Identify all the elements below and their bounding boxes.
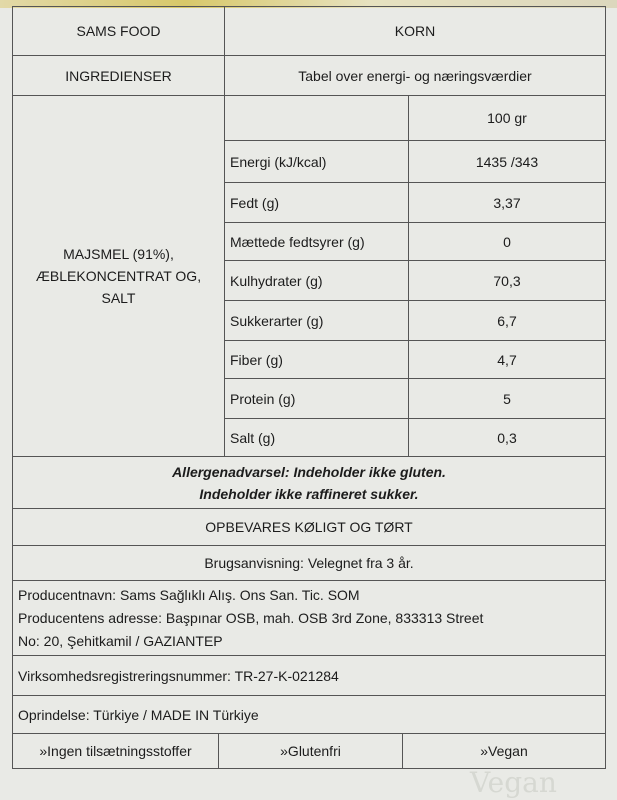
claim-vegan: »Vegan (402, 733, 606, 769)
nutrient-label: Kulhydrater (g) (224, 260, 409, 301)
nutrition-header-empty (224, 95, 409, 141)
nutrient-label: Energi (kJ/kcal) (224, 140, 409, 183)
claim-no-additives: »Ingen tilsætningsstoffer (12, 733, 219, 769)
claim-gluten-free: »Glutenfri (218, 733, 403, 769)
nutrient-label: Salt (g) (224, 418, 409, 457)
producer-info: Producentnavn: Sams Sağlıklı Alış. Ons S… (12, 580, 606, 656)
package-edge (0, 0, 617, 8)
nutrient-value: 70,3 (408, 260, 606, 301)
ingredients-label: INGREDIENSER (12, 55, 225, 96)
nutrient-value: 3,37 (408, 182, 606, 223)
nutrient-label: Fedt (g) (224, 182, 409, 223)
nutrient-value: 4,7 (408, 340, 606, 379)
nutrient-value: 0,3 (408, 418, 606, 457)
producer-address-1: Producentens adresse: Başpınar OSB, mah.… (18, 609, 484, 626)
product-cell: KORN (224, 6, 606, 56)
nutrient-label: Fiber (g) (224, 340, 409, 379)
nutrient-label: Sukkerarter (g) (224, 300, 409, 341)
background-watermark: Vegan (470, 766, 557, 799)
registration-number: Virksomhedsregistreringsnummer: TR-27-K-… (12, 655, 606, 696)
origin: Oprindelse: Türkiye / MADE IN Türkiye (12, 695, 606, 734)
nutrient-value: 0 (408, 222, 606, 261)
nutrient-value: 5 (408, 378, 606, 419)
nutrient-label: Mættede fedtsyrer (g) (224, 222, 409, 261)
nutrient-value: 6,7 (408, 300, 606, 341)
ingredients-text: MAJSMEL (91%), ÆBLEKONCENTRAT OG, SALT (12, 95, 225, 457)
nutrition-column-header: 100 gr (408, 95, 606, 141)
nutrient-value: 1435 /343 (408, 140, 606, 183)
producer-address-2: No: 20, Şehitkamil / GAZIANTEP (18, 632, 223, 649)
producer-name: Producentnavn: Sams Sağlıklı Alış. Ons S… (18, 586, 360, 603)
allergen-line-2: Indeholder ikke raffineret sukker. (199, 485, 419, 502)
brand-cell: SAMS FOOD (12, 6, 225, 56)
nutrition-title: Tabel over energi- og næringsværdier (224, 55, 606, 96)
usage-instruction: Brugsanvisning: Velegnet fra 3 år. (12, 545, 606, 581)
allergen-line-1: Allergenadvarsel: Indeholder ikke gluten… (172, 463, 446, 480)
allergen-warning: Allergenadvarsel: Indeholder ikke gluten… (12, 456, 606, 509)
nutrient-label: Protein (g) (224, 378, 409, 419)
storage-instruction: OPBEVARES KØLIGT OG TØRT (12, 508, 606, 546)
